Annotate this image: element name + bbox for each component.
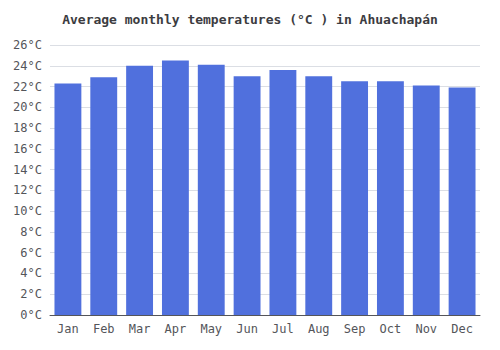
svg-text:12°C: 12°C — [13, 183, 42, 197]
svg-text:10°C: 10°C — [13, 204, 42, 218]
svg-text:Feb: Feb — [93, 322, 115, 336]
svg-text:20°C: 20°C — [13, 100, 42, 114]
svg-text:Average monthly temperatures (: Average monthly temperatures (°C ) in Ah… — [62, 12, 438, 27]
svg-text:24°C: 24°C — [13, 59, 42, 73]
svg-text:4°C: 4°C — [20, 266, 42, 280]
svg-text:Nov: Nov — [415, 322, 437, 336]
svg-text:26°C: 26°C — [13, 38, 42, 52]
svg-text:22°C: 22°C — [13, 80, 42, 94]
svg-text:Apr: Apr — [165, 322, 187, 336]
svg-text:6°C: 6°C — [20, 246, 42, 260]
svg-text:Jan: Jan — [57, 322, 79, 336]
svg-text:Oct: Oct — [380, 322, 402, 336]
svg-text:Aug: Aug — [308, 322, 330, 336]
svg-text:8°C: 8°C — [20, 225, 42, 239]
svg-text:16°C: 16°C — [13, 142, 42, 156]
svg-text:14°C: 14°C — [13, 163, 42, 177]
svg-text:0°C: 0°C — [20, 308, 42, 322]
svg-text:18°C: 18°C — [13, 121, 42, 135]
svg-text:2°C: 2°C — [20, 287, 42, 301]
svg-text:Jul: Jul — [272, 322, 294, 336]
svg-text:Sep: Sep — [344, 322, 366, 336]
svg-text:May: May — [200, 322, 222, 336]
svg-text:Mar: Mar — [129, 322, 151, 336]
svg-text:Dec: Dec — [451, 322, 473, 336]
svg-text:Jun: Jun — [236, 322, 258, 336]
